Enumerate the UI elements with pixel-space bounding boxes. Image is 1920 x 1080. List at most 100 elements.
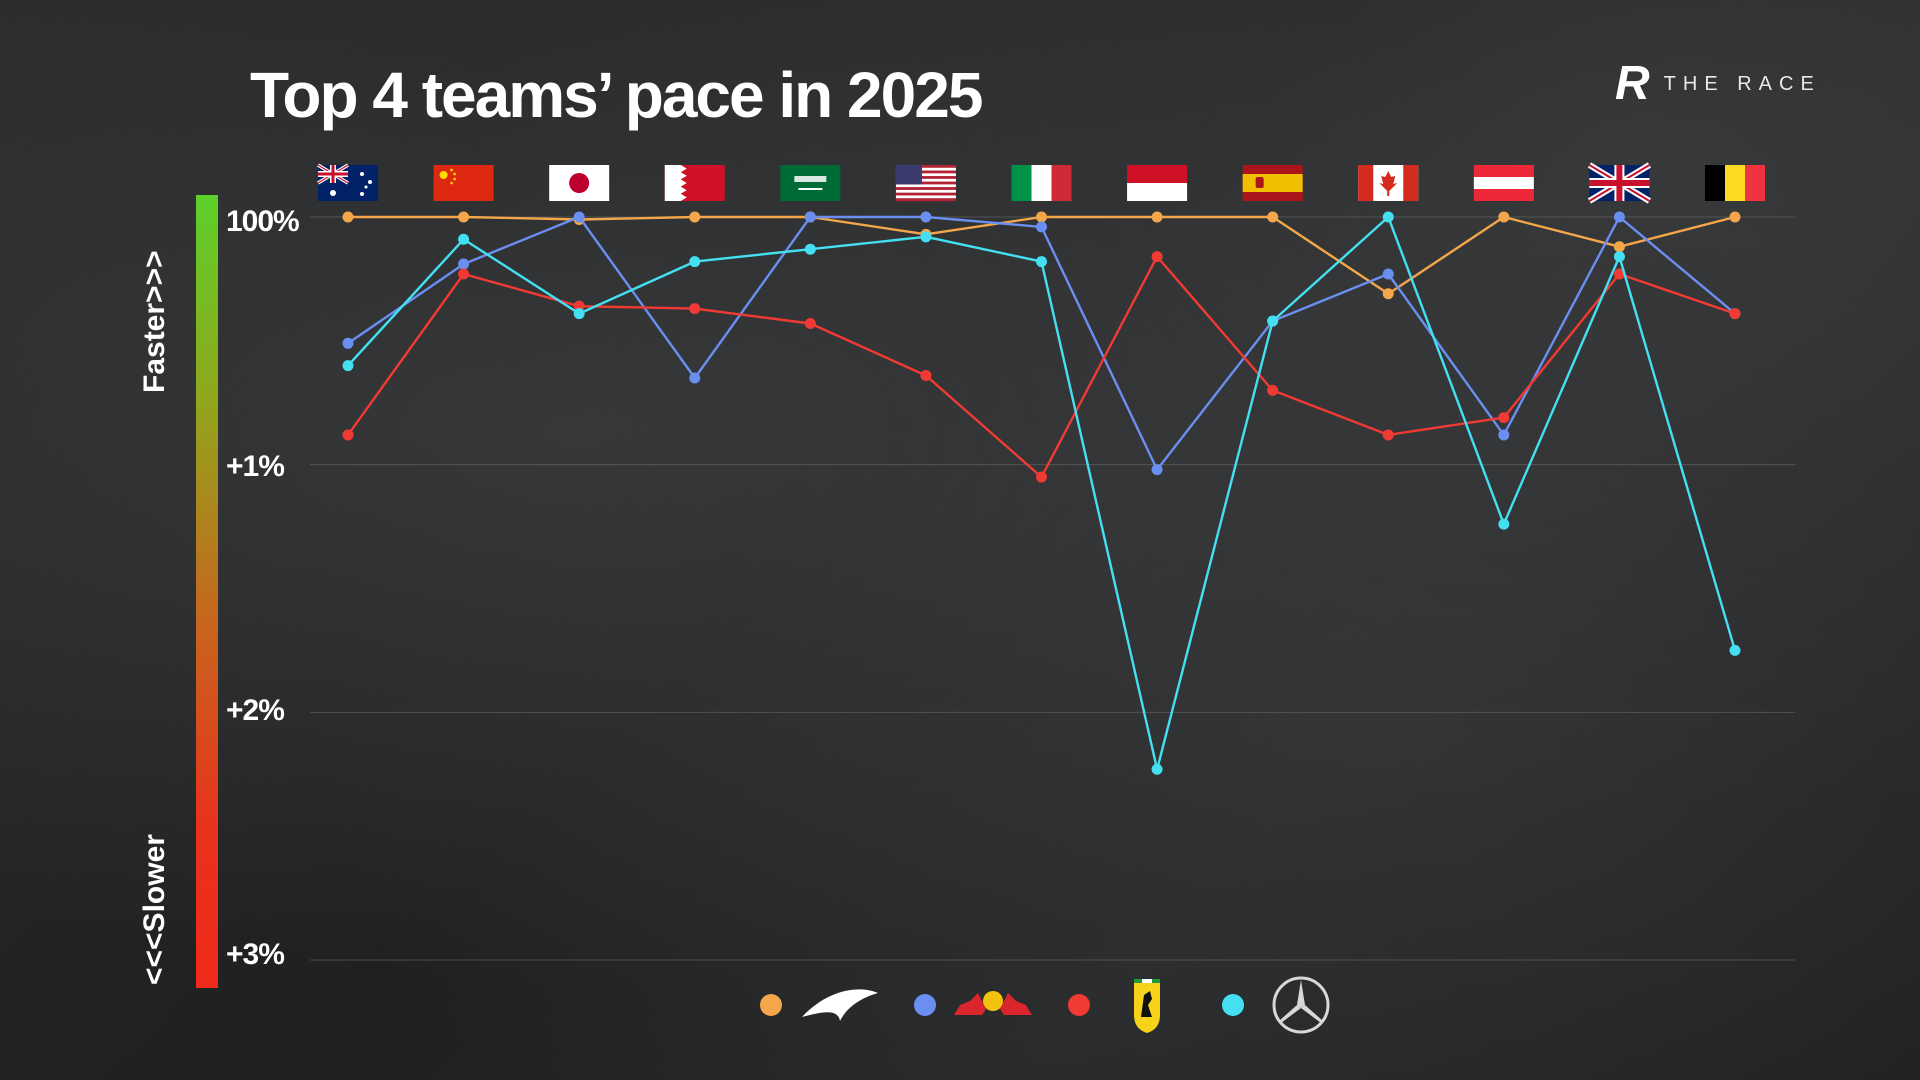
the-race-r-mark: R — [1615, 57, 1650, 110]
data-point-ferrari — [1151, 251, 1163, 263]
legend-dot-ferrari — [1068, 994, 1090, 1016]
flag-stripe — [895, 167, 956, 171]
flag-field — [433, 165, 494, 201]
data-point-ferrari — [1267, 384, 1279, 396]
y-tick-label: 100% — [226, 205, 300, 238]
data-point-redbull — [1036, 221, 1047, 233]
uk-flag-icon — [1587, 162, 1651, 204]
data-point-redbull — [573, 211, 585, 223]
red-bull-logo-icon — [954, 991, 1032, 1015]
data-point-mclaren — [1151, 211, 1163, 223]
mclaren-logo-icon — [802, 989, 878, 1021]
data-point-redbull — [1382, 268, 1394, 280]
data-point-mercedes — [1036, 256, 1047, 268]
data-point-ferrari — [804, 317, 816, 329]
flag-stripe — [895, 170, 956, 174]
data-point-mclaren — [1729, 211, 1741, 223]
data-point-mercedes — [342, 360, 354, 372]
flag-stripe — [895, 184, 956, 188]
data-point-mclaren — [342, 211, 354, 223]
data-point-redbull — [1498, 429, 1510, 441]
data-point-mercedes — [920, 231, 932, 243]
data-point-ferrari — [1498, 412, 1510, 424]
monaco-flag-icon — [1127, 165, 1188, 201]
flag-field — [780, 165, 841, 201]
series-line-ferrari — [347, 255, 1736, 479]
flag-star — [330, 190, 336, 196]
data-point-redbull — [342, 337, 354, 349]
data-point-mclaren — [1498, 211, 1510, 223]
flag-cross-red — [1589, 180, 1650, 186]
flag-sword — [798, 188, 823, 190]
china-flag-icon — [433, 165, 494, 201]
flag-band — [1473, 189, 1534, 201]
flag-band — [1358, 165, 1374, 201]
series-mercedes — [342, 211, 1741, 775]
flag-star — [453, 177, 456, 181]
flag-star — [450, 181, 453, 185]
legend-item-mercedes — [1222, 975, 1342, 1035]
data-point-mercedes — [1267, 315, 1279, 327]
flag-cross-red — [318, 172, 348, 176]
data-point-ferrari — [689, 303, 701, 315]
flag-maple-leaf — [1379, 171, 1398, 192]
legend-dot-redbull — [914, 994, 936, 1016]
flag-stripe — [895, 178, 956, 182]
canada-flag-icon — [1358, 165, 1419, 201]
y-tick-label: +1% — [226, 450, 285, 483]
data-point-mercedes — [689, 256, 701, 268]
flag-disc — [569, 173, 590, 193]
flag-band — [1403, 165, 1419, 201]
the-race-wordmark: THE RACE — [1663, 72, 1821, 95]
ferrari-logo-icon — [1134, 979, 1160, 1033]
data-point-mclaren — [1267, 211, 1279, 223]
series-redbull — [342, 211, 1741, 476]
flag-star — [439, 171, 448, 179]
data-point-mercedes — [458, 233, 470, 245]
saudi-arabia-flag-icon — [780, 165, 841, 201]
data-point-ferrari — [920, 370, 932, 382]
flag-serrated-band — [664, 165, 687, 201]
data-point-mercedes — [804, 243, 816, 255]
flag-row — [317, 162, 1765, 204]
series-lines — [342, 211, 1741, 775]
data-point-ferrari — [1036, 471, 1047, 483]
legend-item-ferrari — [1068, 975, 1188, 1035]
data-point-redbull — [458, 258, 470, 270]
austria-flag-icon — [1473, 165, 1534, 201]
flag-canton — [895, 165, 922, 185]
data-point-mercedes — [1382, 211, 1394, 223]
legend-dot-mercedes — [1222, 994, 1244, 1016]
mercedes-logo-icon — [1272, 976, 1330, 1034]
data-point-mercedes — [573, 308, 585, 320]
data-point-redbull — [1151, 464, 1163, 476]
data-point-ferrari — [1613, 268, 1625, 280]
flag-stripe — [895, 165, 956, 168]
series-ferrari — [342, 251, 1741, 483]
spain-flag-icon — [1242, 165, 1303, 201]
flag-stripe — [895, 189, 956, 193]
data-point-redbull — [1613, 211, 1625, 223]
flag-band — [1705, 165, 1725, 201]
series-line-mercedes — [347, 215, 1737, 771]
flag-band — [1127, 165, 1188, 183]
data-point-mercedes — [1498, 518, 1510, 530]
y-tick-label: +3% — [226, 938, 285, 971]
flag-band — [1473, 177, 1534, 189]
flag-stripe — [895, 173, 956, 177]
belgium-flag-icon — [1705, 165, 1765, 201]
data-point-mclaren — [1382, 288, 1394, 300]
legend — [760, 975, 1376, 1035]
y-tick-label: +2% — [226, 694, 285, 727]
flag-band — [1745, 165, 1765, 201]
flag-band — [1473, 165, 1534, 177]
legend-dot-mclaren — [760, 994, 782, 1016]
flag-stripe — [895, 176, 956, 180]
flag-band — [1031, 165, 1052, 201]
data-point-mercedes — [1151, 763, 1163, 775]
flag-star — [450, 168, 453, 172]
flag-stripe — [895, 195, 956, 199]
data-point-redbull — [804, 211, 816, 223]
flag-star — [453, 172, 456, 176]
